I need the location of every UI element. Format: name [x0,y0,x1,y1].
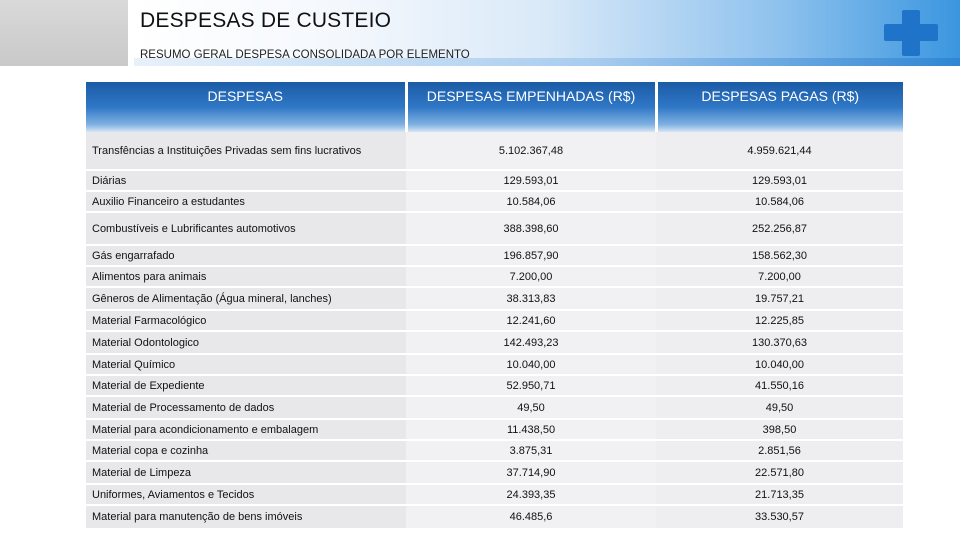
row-empenhadas-value: 11.438,50 [406,418,656,440]
row-pagas-value: 12.225,85 [656,309,903,331]
column-header-empenhadas: DESPESAS EMPENHADAS (R$) [404,82,656,132]
row-pagas-value: 49,50 [656,395,903,419]
column-header-despesas: DESPESAS [86,82,406,132]
table-row: Gêneros de Alimentação (Água mineral, la… [86,286,903,310]
row-empenhadas-value: 7.200,00 [406,265,656,287]
row-description: Material para manutenção de bens imóveis [86,504,406,529]
row-pagas-value: 33.530,57 [656,504,903,529]
row-description: Gêneros de Alimentação (Água mineral, la… [86,286,406,310]
row-description: Gás engarrafado [86,244,406,266]
header-banner [134,0,960,66]
row-empenhadas-value: 38.313,83 [406,286,656,310]
table-row: Material para manutenção de bens imóveis… [86,504,903,529]
row-pagas-value: 129.593,01 [656,169,903,191]
row-empenhadas-value: 52.950,71 [406,374,656,396]
table-row: Gás engarrafado 196.857,90 158.562,30 [86,244,903,266]
row-empenhadas-value: 129.593,01 [406,169,656,191]
column-header-pagas: DESPESAS PAGAS (R$) [654,82,903,132]
row-empenhadas-value: 10.040,00 [406,353,656,375]
table-row: Material Químico 10.040,00 10.040,00 [86,353,903,375]
row-pagas-value: 2.851,56 [656,439,903,461]
row-empenhadas-value: 10.584,06 [406,190,656,212]
table-row: Material de Processamento de dados 49,50 4… [86,395,903,419]
table-row: Material de Expediente 52.950,71 41.550,16 [86,374,903,396]
table-row: Diárias 129.593,01 129.593,01 [86,169,903,191]
row-pagas-value: 398,50 [656,418,903,440]
row-pagas-value: 41.550,16 [656,374,903,396]
row-pagas-value: 252.256,87 [656,211,903,245]
row-description: Material de Expediente [86,374,406,396]
row-empenhadas-value: 12.241,60 [406,309,656,331]
table-row: Auxilio Financeiro a estudantes 10.584,06… [86,190,903,212]
table-row: Material Farmacológico 12.241,60 12.225,85 [86,309,903,331]
row-empenhadas-value: 3.875,31 [406,439,656,461]
row-pagas-value: 4.959.621,44 [656,132,903,170]
table-row: Material de Limpeza 37.714,90 22.571,80 [86,460,903,484]
row-description: Material copa e cozinha [86,439,406,461]
row-empenhadas-value: 37.714,90 [406,460,656,484]
table-row: Material Odontologico 142.493,23 130.370,6… [86,330,903,354]
header-gray-block [0,0,128,66]
row-pagas-value: 21.713,35 [656,483,903,505]
plus-cross-icon [884,10,938,56]
table-row: Alimentos para animais 7.200,00 7.200,00 [86,265,903,287]
row-pagas-value: 158.562,30 [656,244,903,266]
row-pagas-value: 10.040,00 [656,353,903,375]
row-description: Material de Processamento de dados [86,395,406,419]
row-pagas-value: 10.584,06 [656,190,903,212]
expenses-table: DESPESAS DESPESAS EMPENHADAS (R$) DESPES… [86,82,903,529]
row-empenhadas-value: 196.857,90 [406,244,656,266]
table-header-row: DESPESAS DESPESAS EMPENHADAS (R$) DESPES… [86,82,903,132]
row-empenhadas-value: 142.493,23 [406,330,656,354]
table-row: Material copa e cozinha 3.875,31 2.851,56 [86,439,903,461]
row-description: Uniformes, Aviamentos e Tecidos [86,483,406,505]
banner-swoosh [134,58,960,66]
table-row: Uniformes, Aviamentos e Tecidos 24.393,35… [86,483,903,505]
row-description: Alimentos para animais [86,265,406,287]
table-row: Material para acondicionamento e embalag… [86,418,903,440]
row-pagas-value: 130.370,63 [656,330,903,354]
row-pagas-value: 22.571,80 [656,460,903,484]
row-empenhadas-value: 388.398,60 [406,211,656,245]
row-description: Combustíveis e Lubrificantes automotivos [86,211,406,245]
row-empenhadas-value: 46.485,6 [406,504,656,529]
table-body: Transfências a Instituições Privadas sem… [86,132,903,529]
page-title: DESPESAS DE CUSTEIO [140,9,392,32]
row-empenhadas-value: 5.102.367,48 [406,132,656,170]
row-description: Material Químico [86,353,406,375]
row-description: Diárias [86,169,406,191]
row-empenhadas-value: 49,50 [406,395,656,419]
row-empenhadas-value: 24.393,35 [406,483,656,505]
row-pagas-value: 19.757,21 [656,286,903,310]
page-subtitle: RESUMO GERAL DESPESA CONSOLIDADA POR ELE… [140,49,470,61]
row-description: Transfências a Instituições Privadas sem… [86,132,406,170]
table-row: Combustíveis e Lubrificantes automotivos… [86,211,903,245]
row-description: Material para acondicionamento e embalag… [86,418,406,440]
row-pagas-value: 7.200,00 [656,265,903,287]
table-row: Transfências a Instituições Privadas sem… [86,132,903,170]
row-description: Material de Limpeza [86,460,406,484]
row-description: Material Farmacológico [86,309,406,331]
row-description: Auxilio Financeiro a estudantes [86,190,406,212]
row-description: Material Odontologico [86,330,406,354]
